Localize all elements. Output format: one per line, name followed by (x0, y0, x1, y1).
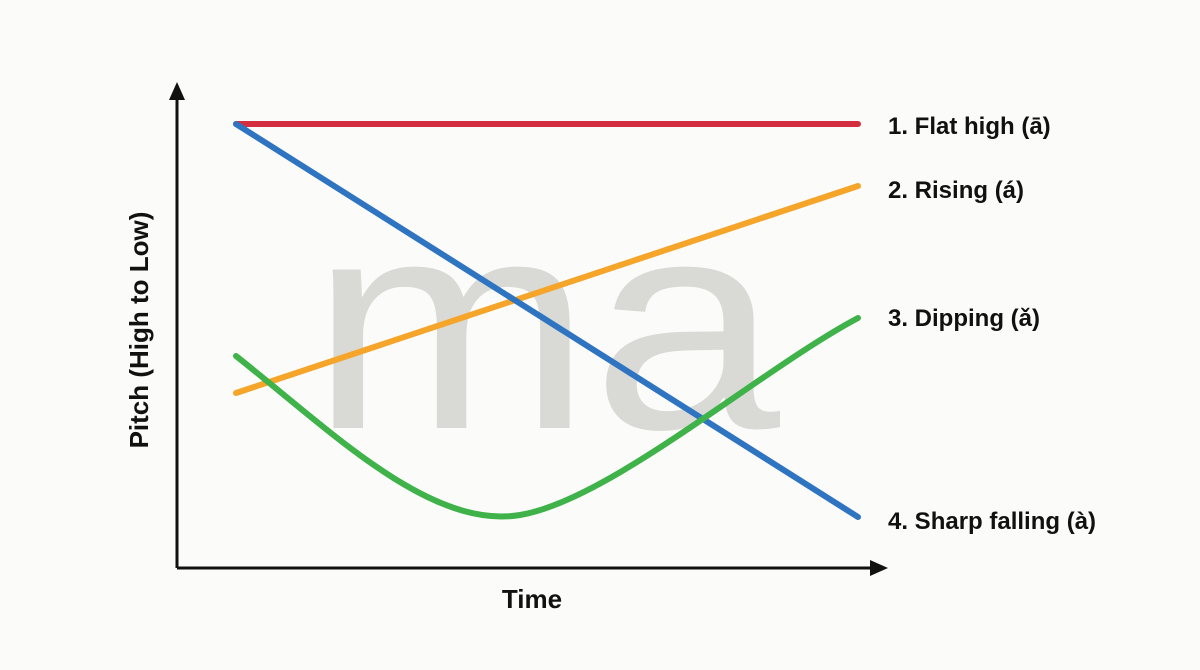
tone-label-dipping: 3. Dipping (ǎ) (888, 305, 1040, 332)
tone-label-sharp-falling: 4. Sharp falling (à) (888, 508, 1096, 535)
y-axis-title: Pitch (High to Low) (124, 212, 154, 449)
x-axis-title: Time (502, 584, 562, 614)
tone-label-rising: 2. Rising (á) (888, 177, 1024, 204)
tone-curve-rising (233, 183, 861, 396)
tone-label-flat-high: 1. Flat high (ā) (888, 113, 1051, 140)
watermark-ma: ma (310, 156, 782, 492)
tone-curve-dipping (233, 315, 861, 520)
y-axis-arrow-icon (169, 82, 185, 100)
tone-curve-sharp-falling (233, 121, 861, 520)
x-axis-arrow-icon (870, 560, 888, 576)
